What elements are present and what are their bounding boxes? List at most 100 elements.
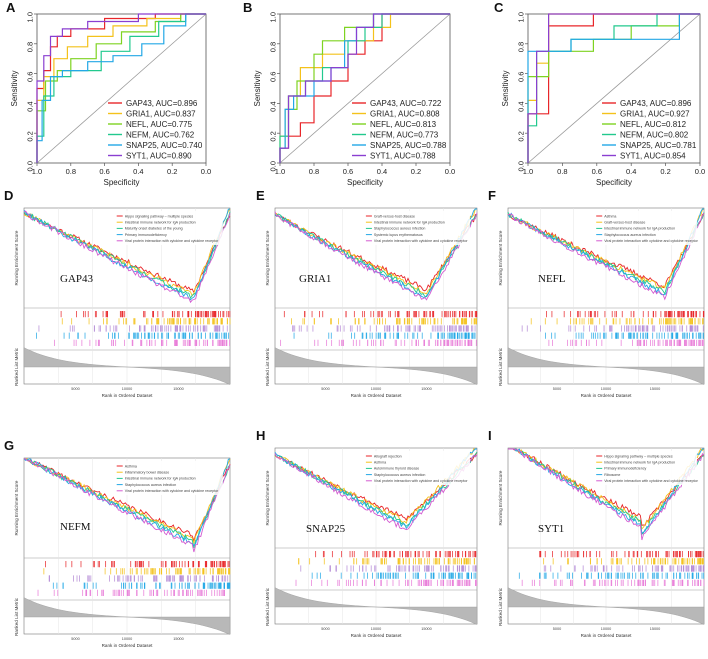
es-axis-label: Running Enrichment Score — [14, 230, 19, 285]
x-tick-label: 0.8 — [66, 167, 76, 176]
y-tick-label: 0.4 — [269, 101, 278, 111]
es-axis-label: Running Enrichment Score — [498, 470, 503, 525]
metric-axis-label: Ranked List Metric — [265, 347, 270, 386]
legend-entry: Asthma — [125, 464, 137, 468]
x-axis-label: Rank in Ordered Dataset — [351, 633, 403, 638]
legend-entry: Intestinal immune network for IgA produc… — [374, 221, 445, 225]
legend-entry: Viral protein interaction with cytokine … — [374, 239, 468, 243]
legend-entry: SYT1, AUC=0.854 — [620, 152, 686, 161]
x-tick-label: 0.0 — [201, 167, 211, 176]
legend-entry: Hippo signaling pathway – multiple speci… — [125, 214, 194, 218]
es-axis-label: Running Enrichment Score — [498, 230, 503, 285]
plot-frame — [279, 13, 451, 164]
ranked-metric-area — [274, 587, 478, 625]
panel-label: G — [4, 438, 14, 453]
ranked-metric-area — [274, 347, 478, 385]
reference-diagonal — [36, 13, 207, 164]
roc-curve-gria1 — [36, 13, 206, 163]
panel-label: D — [4, 188, 13, 203]
legend-entry: Asthma — [604, 214, 616, 218]
x-tick-label: 0.0 — [695, 167, 705, 176]
gsea-panel-h: H 5000 10000 15000 Rank in Ordered Dataset Ru… — [256, 428, 478, 638]
legend-box — [593, 211, 698, 245]
metric-axis-label: Ranked List Metric — [265, 587, 270, 626]
panel-label: E — [256, 188, 265, 203]
legend-entry: Inflammatory bowel disease — [125, 471, 170, 475]
metric-axis-label: Ranked List Metric — [14, 347, 19, 386]
es-curve — [24, 458, 231, 553]
x-tick-label: 0.6 — [343, 167, 353, 176]
legend-entry: NEFL, AUC=0.813 — [370, 120, 437, 129]
x-tick-label: 5000 — [553, 627, 561, 631]
legend-entry: GAP43, AUC=0.896 — [620, 99, 692, 108]
x-tick-label: 0.8 — [309, 167, 319, 176]
panel-label: A — [6, 0, 16, 15]
legend-entry: NEFM, AUC=0.802 — [620, 131, 689, 140]
x-axis-label: Rank in Ordered Dataset — [351, 393, 403, 398]
x-tick-label: 5000 — [321, 387, 329, 391]
x-tick-label: 0.2 — [411, 167, 421, 176]
y-tick-label: 0.2 — [517, 131, 526, 141]
legend-entry: Viral protein interaction with cytokine … — [604, 239, 698, 243]
legend-box — [113, 211, 223, 245]
x-tick-label: 15000 — [421, 387, 432, 391]
x-tick-label: 5000 — [71, 637, 79, 641]
legend-entry: NEFL, AUC=0.812 — [620, 120, 687, 129]
roc-curve-syt1 — [36, 13, 206, 163]
roc-panel-a: A 0.0 0.2 0.4 0.6 0.8 1.0 1.0 0.8 0.6 0.4 0.2 0.0 Spe… — [6, 0, 211, 187]
es-curve — [274, 211, 478, 301]
reference-diagonal — [279, 13, 451, 164]
panel-label: C — [494, 0, 504, 15]
es-curve — [24, 458, 231, 543]
legend-entry: Viral protein interaction with cytokine … — [374, 479, 468, 483]
legend-entry: Primary immunodeficiency — [125, 233, 167, 237]
legend-entry: NEFM, AUC=0.773 — [370, 131, 439, 140]
es-curve — [507, 211, 705, 295]
gsea-panel-i: I 5000 10000 15000 Rank in Ordered Dataset Ru… — [488, 428, 705, 638]
x-axis-label: Rank in Ordered Dataset — [581, 393, 633, 398]
x-tick-label: 0.4 — [626, 167, 636, 176]
y-tick-label: 0.0 — [517, 161, 526, 171]
legend-entry: NEFM, AUC=0.762 — [126, 131, 195, 140]
panel-label: F — [488, 188, 496, 203]
es-curve — [23, 458, 231, 548]
panel-label: B — [243, 0, 252, 15]
gene-label: GRIA1 — [299, 273, 331, 285]
es-curve — [23, 208, 231, 297]
es-curve — [23, 458, 231, 546]
ranked-metric-area — [507, 587, 705, 625]
x-tick-label: 15000 — [421, 627, 432, 631]
y-tick-label: 0.8 — [26, 42, 35, 52]
x-tick-label: 5000 — [321, 627, 329, 631]
legend-entry: GRIA1, AUC=0.837 — [126, 110, 196, 119]
legend-entry: Intestinal immune network for IgA produc… — [125, 221, 196, 225]
x-tick-label: 0.4 — [377, 167, 387, 176]
ranked-metric-area — [23, 347, 231, 385]
x-axis-label: Specificity — [103, 178, 139, 187]
x-tick-label: 15000 — [650, 387, 661, 391]
legend-entry: Intestinal immune network for IgA produc… — [125, 477, 196, 481]
y-tick-label: 0.6 — [26, 72, 35, 82]
x-tick-label: 0.0 — [445, 167, 455, 176]
es-curve — [274, 208, 477, 299]
y-tick-label: 0.0 — [269, 161, 278, 171]
x-axis-label: Specificity — [596, 178, 632, 187]
es-curve — [508, 448, 705, 536]
legend-entry: Viral protein interaction with cytokine … — [125, 489, 219, 493]
es-curve — [508, 448, 705, 541]
roc-curve-syt1 — [527, 13, 700, 163]
x-axis-label: Rank in Ordered Dataset — [102, 393, 154, 398]
x-tick-label: 15000 — [173, 387, 184, 391]
x-tick-label: 1.0 — [523, 167, 533, 176]
ranked-metric-area — [23, 597, 231, 635]
y-tick-label: 0.2 — [26, 131, 35, 141]
x-tick-label: 1.0 — [275, 167, 285, 176]
x-tick-label: 10000 — [122, 387, 133, 391]
gene-label: GAP43 — [60, 273, 94, 285]
legend-entry: SNAP25, AUC=0.781 — [620, 141, 697, 150]
roc-curve-snap25 — [36, 13, 206, 163]
es-axis-label: Running Enrichment Score — [14, 480, 19, 535]
gene-label: NEFM — [60, 521, 91, 533]
legend-box — [593, 451, 698, 485]
y-tick-label: 0.0 — [26, 161, 35, 171]
